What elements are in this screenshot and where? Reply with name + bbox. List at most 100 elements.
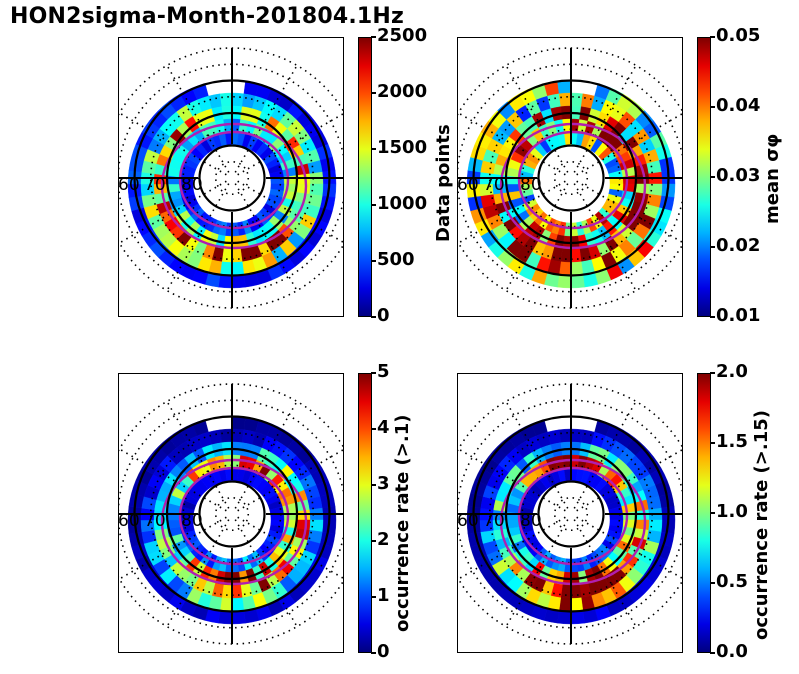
colorbar-tick [710, 512, 715, 514]
heatmap-bin [558, 261, 572, 276]
oval-boundary-outer [499, 458, 647, 586]
heatmap-bin [231, 428, 245, 443]
polar-plot-occurrence-rate-0.1: 60 70 80 [118, 373, 344, 653]
oval-boundary-outer [160, 122, 308, 250]
latitude-label-70: 70 [144, 175, 166, 195]
colorbar-tick [371, 316, 376, 318]
colorbar-tick [371, 260, 376, 262]
polar-plot-svg: 60 70 80 [119, 47, 343, 309]
colorbar-tick [710, 36, 715, 38]
mlt-grid-dotted [119, 180, 227, 244]
heatmap-bin [562, 118, 572, 133]
mlt-grid-dotted [166, 183, 230, 291]
oval-boundary-inner [517, 130, 629, 230]
figure-title: HON2sigma-Month-201804.1Hz [10, 4, 405, 29]
latitude-label-60: 60 [457, 511, 479, 531]
polar-plot-svg: 60 70 80 [457, 47, 682, 309]
colorbar-tick-label: 0.05 [716, 25, 761, 46]
latitude-label-60: 60 [457, 175, 479, 195]
latitude-label-60: 60 [118, 511, 140, 531]
colorbar-title-mean-sigma-phi: mean σφ [762, 133, 783, 224]
colorbar-tick [371, 36, 376, 38]
colorbar-tick-label: 0.03 [716, 165, 761, 186]
heatmap-bin [562, 454, 572, 469]
colorbar-tick [710, 442, 715, 444]
colorbar-tick-label: 0.02 [716, 235, 761, 256]
mlt-grid-dotted [458, 448, 566, 512]
colorbar-occurrence-rate-0.15 [697, 373, 711, 653]
latitude-circle-80 [537, 480, 605, 548]
colorbar-tick-label: 4 [377, 417, 390, 438]
colorbar-tick [371, 92, 376, 94]
heatmap-bin [622, 511, 637, 521]
heatmap-bin [570, 597, 584, 612]
latitude-grid-dotted-85 [553, 160, 589, 196]
colorbar-tick-label: 2500 [377, 25, 428, 46]
heatmap-bin [309, 519, 324, 533]
latitude-grid-dotted-85 [214, 496, 250, 532]
heatmap-bin [648, 183, 663, 197]
mlt-grid-dotted [573, 401, 637, 509]
colorbar-tick [371, 204, 376, 206]
polar-plot-svg: 60 70 80 [118, 383, 343, 645]
colorbar-tick [371, 596, 376, 598]
heatmap-bin [231, 584, 243, 599]
mlt-grid-dotted [576, 112, 682, 176]
heatmap-bin [231, 92, 245, 107]
mlt-grid-dotted [505, 519, 569, 627]
heatmap-bin [648, 519, 663, 533]
heatmap-bin [219, 597, 233, 612]
heatmap-bin [283, 175, 298, 185]
latitude-label-80: 80 [181, 175, 203, 195]
colorbar-tick [710, 246, 715, 248]
oval-boundary-inner [178, 130, 290, 230]
polar-plot-mean-sigma-phi: 60 70 80 [457, 37, 683, 317]
mlt-grid-dotted [458, 180, 566, 244]
mlt-grid-dotted [237, 516, 343, 580]
colorbar-tick-label: 0 [377, 305, 390, 326]
colorbar-tick [710, 106, 715, 108]
colorbar-tick [371, 652, 376, 654]
colorbar-tick-label: 1500 [377, 137, 428, 158]
colorbar-tick-label: 0.01 [716, 305, 761, 326]
polar-plot-data-points: 60 70 80 [118, 37, 344, 317]
colorbar-tick [710, 316, 715, 318]
heatmap-bin [219, 261, 233, 276]
latitude-grid-dotted-85 [214, 160, 250, 196]
mlt-grid-dotted [119, 112, 227, 176]
colorbar-tick-label: 1.0 [716, 501, 748, 522]
colorbar-mean-sigma-phi [697, 37, 711, 317]
heatmap-bin [570, 248, 582, 263]
colorbar-tick-label: 500 [377, 249, 415, 270]
mlt-grid-dotted [237, 180, 343, 244]
colorbar-tick-label: 3 [377, 473, 390, 494]
mlt-grid-dotted [119, 516, 227, 580]
polar-plot-occurrence-rate-0.15: 60 70 80 [457, 373, 683, 653]
heatmap-bin [231, 597, 245, 612]
colorbar-data-points [358, 37, 372, 317]
colorbar-tick [710, 652, 715, 654]
colorbar-tick-label: 0.0 [716, 641, 748, 662]
colorbar-tick-label: 0.5 [716, 571, 748, 592]
latitude-label-70: 70 [483, 511, 505, 531]
mlt-grid-dotted [237, 448, 343, 512]
heatmap-bin [223, 454, 233, 469]
latitude-label-80: 80 [181, 511, 203, 531]
heatmap-bin [231, 248, 243, 263]
colorbar-tick-label: 5 [377, 361, 390, 382]
colorbar-tick [710, 582, 715, 584]
heatmap-bin [309, 183, 324, 197]
mlt-grid-dotted [166, 65, 230, 173]
colorbar-tick-label: 1 [377, 585, 390, 606]
colorbar-tick [710, 372, 715, 374]
heatmap-bins [127, 415, 337, 625]
mlt-grid-dotted [234, 401, 298, 509]
oval-boundary-inner [517, 466, 629, 566]
mlt-grid-dotted [458, 516, 566, 580]
oval-boundary-inner [178, 466, 290, 566]
latitude-label-80: 80 [520, 511, 542, 531]
colorbar-tick-label: 2 [377, 529, 390, 550]
oval-boundary-outer [499, 122, 647, 250]
polar-plot-svg: 60 70 80 [457, 383, 682, 645]
colorbar-occurrence-rate-0.1 [358, 373, 372, 653]
